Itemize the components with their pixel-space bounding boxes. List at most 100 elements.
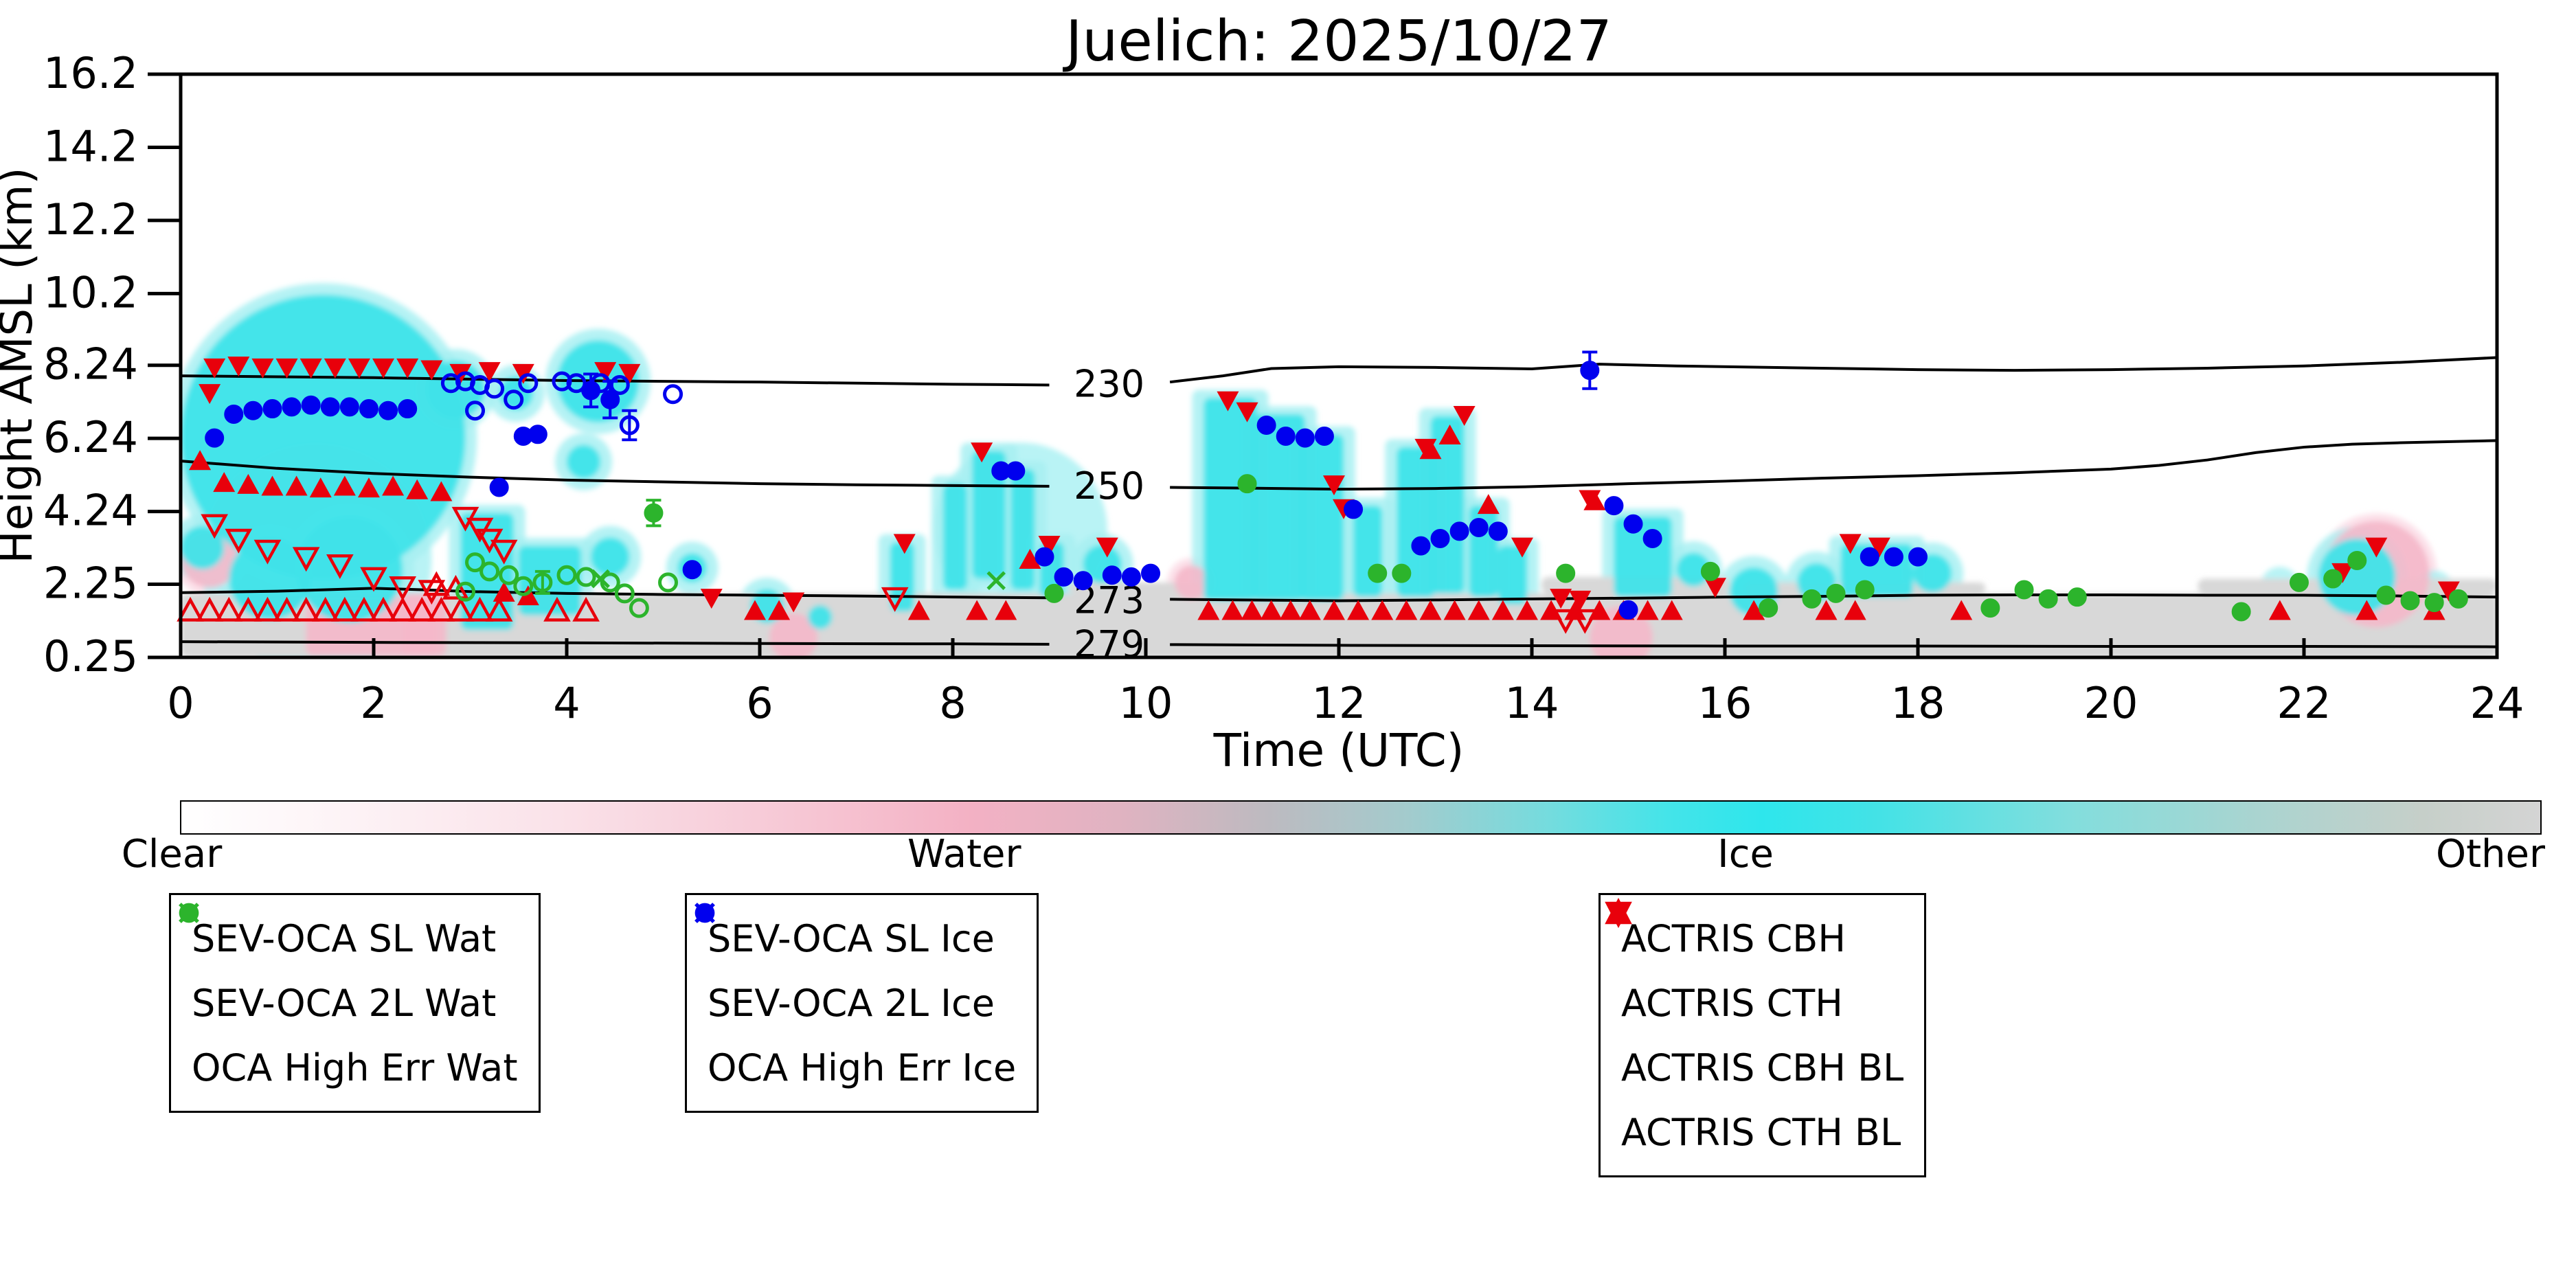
scatter-point [1276,426,1296,446]
scatter-point [517,585,539,606]
scatter-point [1141,563,1161,583]
bg-region-other [1068,582,1204,594]
bg-region-ice [1204,398,1257,601]
scatter-point [224,405,244,425]
scatter-point [1980,598,2000,618]
scatter-point [1322,600,1345,620]
scatter-point [1236,402,1258,422]
x-tick-label: 20 [2084,678,2138,728]
scatter-point [350,596,378,622]
bg-region-ice [1252,414,1305,601]
scatter-point [1006,461,1026,481]
scatter-point [619,415,640,436]
scatter-point [1371,600,1394,620]
scatter-point [379,400,398,420]
scatter-point [485,596,513,622]
scatter-point [2424,593,2444,613]
scatter-point [1704,578,1726,598]
scatter-point [1477,494,1500,515]
scatter-point [543,596,571,622]
scatter-point [2289,572,2309,592]
scatter-point [370,596,397,622]
contour-line [1170,643,2497,648]
contour-line [1170,593,2497,602]
scatter-point [420,360,443,381]
scatter-point [590,373,611,394]
y-tick-label: 4.24 [43,486,138,536]
y-tick-label: 14.2 [43,121,138,171]
scatter-point [1604,496,1624,516]
scatter-point [532,572,553,593]
scatter-point [359,399,379,419]
scatter-point [768,600,791,620]
legend-label: SEV-OCA 2L Ice [708,981,995,1025]
scatter-point [1855,580,1875,600]
scatter-point [971,442,993,463]
scatter-point [203,358,226,379]
scatter-point [1217,391,1239,411]
scatter-point [261,475,284,496]
scatter-point [2365,537,2388,558]
scatter-point [1550,589,1572,609]
legend-item-sev-oca-sl-ice: SEV-OCA SL Ice [696,904,1016,971]
scatter-point [253,539,282,565]
scatter-point [360,567,387,592]
scatter-point [205,428,225,448]
contour-line [1170,439,2497,491]
legend-item-actris-cbh: ACTRIS CBH [1607,901,1903,971]
x-tick-label: 16 [1698,678,1752,728]
scatter-point [2067,587,2087,607]
scatter-point [907,600,930,620]
scatter-point [275,358,298,379]
legend-label: OCA High Err Ice [708,1046,1017,1089]
scatter-point [1419,600,1442,620]
legend-item-actris-cth-bl: ACTRIS CTH BL [1605,901,1903,1164]
scatter-point [1443,600,1466,620]
bg-region-ice [1397,447,1436,598]
scatter-point [1279,600,1302,620]
contour-line [181,460,1050,488]
scatter-point [1260,600,1283,620]
scatter-point [189,450,212,471]
scatter-point [881,587,909,612]
scatter-point [700,589,723,609]
scatter-point [301,395,321,415]
circle-open-icon [694,903,715,923]
scatter-point [986,571,1006,590]
scatter-point [566,373,587,394]
legend-water-retrievals: SEV-OCA SL Wat SEV-OCA 2L Wat OCA High Err… [169,893,541,1113]
scatter-point [406,479,429,499]
scatter-point [2331,563,2354,583]
x-tick-label: 24 [2470,678,2524,728]
scatter-point [408,596,436,622]
bg-region-ice [808,605,833,630]
scatter-point [389,596,416,622]
scatter-point [1256,415,1276,435]
scatter-point [1241,600,1263,620]
series-sev-oca-2l-wat [455,552,679,618]
scatter-point [1700,561,1720,581]
bg-region-ice [591,537,630,576]
legend-label: ACTRIS CBH BL [1621,1046,1904,1089]
scatter-point [552,371,572,392]
y-tick-label: 0.25 [43,631,138,681]
x-axis-label: Time (UTC) [1213,724,1465,777]
legend-label: ACTRIS CTH BL [1621,1110,1901,1154]
bg-region-ice [1430,416,1465,594]
contour-label: 230 [1074,362,1144,405]
bg-region-ice [1353,506,1383,598]
scatter-point [1488,521,1508,541]
scatter-point [1491,600,1514,620]
scatter-point [478,362,501,383]
scatter-point [311,596,339,622]
scatter-point [504,389,524,410]
scatter-point [447,596,475,622]
x-tick-label: 22 [2277,678,2331,728]
series-oca-high-err-wat [591,569,1006,590]
scatter-point [225,528,253,554]
scatter-point [357,477,380,498]
bg-region-ice [181,526,225,569]
colorbar-label-water: Water [907,832,1022,877]
scatter-point [1438,424,1461,444]
